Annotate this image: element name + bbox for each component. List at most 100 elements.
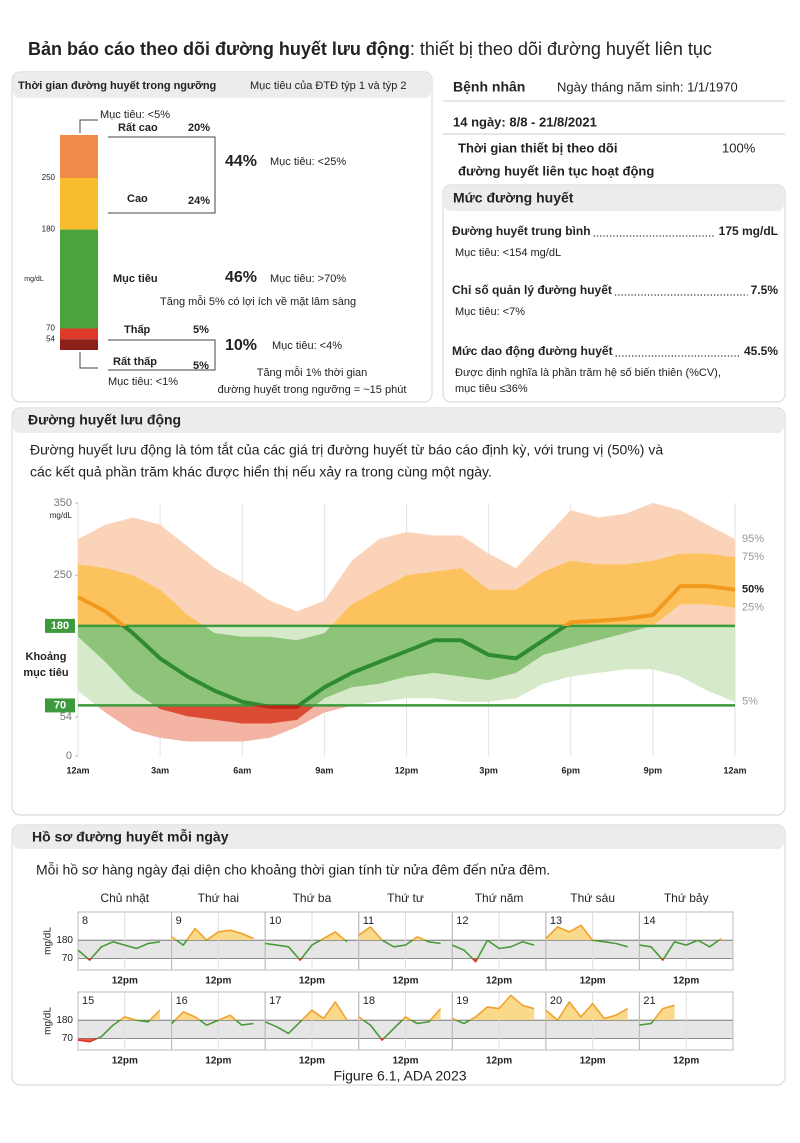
tir-unit: mg/dL — [24, 276, 44, 283]
day-line — [639, 937, 722, 961]
day-date: 19 — [456, 995, 468, 1007]
metric-target: Được định nghĩa là phần trăm hệ số biến … — [455, 367, 721, 379]
weekday: Thứ ba — [293, 891, 332, 905]
day-line — [451, 939, 535, 963]
day-line — [264, 931, 348, 961]
day-line — [358, 1008, 442, 1041]
x-tick-label: 3am — [151, 765, 169, 775]
target-range-label: Khoảng — [26, 651, 67, 663]
x-tick-label: 12pm — [205, 1056, 231, 1067]
daily-header-bg — [13, 826, 784, 849]
x-tick-label: 12pm — [392, 1056, 418, 1067]
group-note: Tăng mỗi 1% thời gian — [257, 366, 368, 379]
day-line — [171, 927, 254, 946]
day-line — [171, 1011, 254, 1026]
segment-name: Thấp — [124, 324, 151, 336]
tir-segment — [60, 178, 98, 230]
title-rest: : thiết bị theo dõi đường huyết liên tục — [410, 39, 712, 59]
tir-segment — [60, 328, 98, 340]
segment-value: 20% — [188, 122, 210, 134]
caption: Figure 6.1, ADA 2023 — [333, 1068, 466, 1084]
threshold-label: 180 — [42, 225, 56, 234]
x-tick-label: 12pm — [673, 976, 699, 987]
x-tick-label: 6pm — [561, 765, 580, 775]
segment-name: Cao — [127, 193, 148, 205]
y-tick-label: 180 — [51, 620, 69, 632]
metric-target: mục tiêu ≤36% — [455, 383, 528, 395]
x-tick-label: 3pm — [479, 765, 498, 775]
y-unit: mg/dL — [43, 927, 54, 955]
metrics-header-bg — [444, 186, 784, 211]
x-tick-label: 12pm — [673, 1056, 699, 1067]
tir-segment — [60, 135, 98, 178]
day-date: 11 — [363, 915, 374, 927]
band-25-75 — [78, 553, 735, 724]
weekday: Chủ nhật — [100, 891, 149, 905]
x-tick-label: 12am — [66, 765, 89, 775]
agp-header-bg — [13, 409, 784, 433]
percentile-label: 95% — [742, 533, 764, 545]
segment-value: 46% — [225, 269, 257, 286]
agp-unit: mg/dL — [50, 511, 73, 520]
threshold-label: 250 — [42, 173, 56, 182]
daily-description: Mỗi hồ sơ hàng ngày đại diện cho khoảng … — [36, 862, 550, 878]
x-tick-label: 12pm — [205, 976, 231, 987]
segment-name: Mục tiêu — [113, 273, 158, 285]
y-tick-label: 54 — [60, 711, 72, 723]
x-tick-label: 12am — [723, 765, 746, 775]
y-tick-label: 180 — [56, 1015, 73, 1026]
day-date: 8 — [82, 915, 88, 927]
y-tick-label: 180 — [56, 935, 73, 946]
percentile-label: 25% — [742, 602, 764, 614]
group-target: Mục tiêu: <4% — [272, 340, 342, 352]
metric-label: Mức dao động đường huyết — [452, 344, 613, 358]
segment-name: Rất cao — [118, 122, 158, 134]
x-tick-label: 12pm — [112, 976, 138, 987]
day-line — [639, 1004, 675, 1026]
weekday: Thứ tư — [387, 891, 424, 905]
tir-segment — [60, 229, 98, 329]
group-target: Mục tiêu: <25% — [270, 156, 346, 168]
day-area — [78, 1010, 160, 1042]
x-tick-label: 12pm — [486, 976, 512, 987]
threshold-label: 70 — [46, 324, 55, 333]
x-tick-label: 12pm — [580, 976, 606, 987]
day-date: 21 — [643, 995, 655, 1007]
bracket — [108, 339, 216, 371]
segment-note: Tăng mỗi 5% có lợi ích về mặt lâm sàng — [160, 295, 356, 308]
metric-value: 175 mg/dL — [719, 224, 778, 238]
daily-title: Hồ sơ đường huyết mỗi ngày — [32, 829, 229, 845]
cgm-label: đường huyết liên tục hoạt động — [458, 163, 654, 178]
agp-description: các kết quả phần trăm khác được hiển thị… — [30, 464, 492, 480]
day-line — [358, 926, 441, 948]
day-area — [639, 1005, 675, 1026]
percentile-label: 75% — [742, 551, 764, 563]
day-line — [264, 1001, 348, 1035]
x-tick-label: 12pm — [580, 1056, 606, 1067]
weekday: Thứ hai — [198, 891, 239, 905]
segment-value: 24% — [188, 195, 210, 207]
day-date: 14 — [643, 915, 655, 927]
bracket — [79, 119, 98, 133]
target-tick-box — [45, 698, 75, 713]
day-date: 10 — [269, 915, 281, 927]
y-tick-label: 70 — [62, 1033, 74, 1044]
metrics-panel — [442, 184, 786, 403]
agp-title: Đường huyết lưu động — [28, 412, 181, 428]
weekday: Thứ năm — [475, 891, 524, 905]
day-area — [265, 1001, 347, 1034]
segment-target: Mục tiêu: <1% — [108, 376, 178, 388]
target-tick-box — [45, 618, 75, 633]
group-note: đường huyết trong ngưỡng = ~15 phút — [218, 384, 407, 396]
metric-value: 45.5% — [744, 344, 778, 358]
title-bold: Bản báo cáo theo dõi đường huyết lưu độn… — [28, 39, 410, 59]
patient-label: Bệnh nhân — [453, 79, 525, 95]
day-area — [265, 931, 347, 961]
day-area — [358, 926, 441, 947]
day-area — [452, 995, 535, 1024]
day-area — [452, 940, 535, 962]
cgm-label: Thời gian thiết bị theo dõi — [458, 140, 617, 155]
cgm-value: 100% — [722, 140, 756, 155]
day-date: 15 — [82, 995, 94, 1007]
